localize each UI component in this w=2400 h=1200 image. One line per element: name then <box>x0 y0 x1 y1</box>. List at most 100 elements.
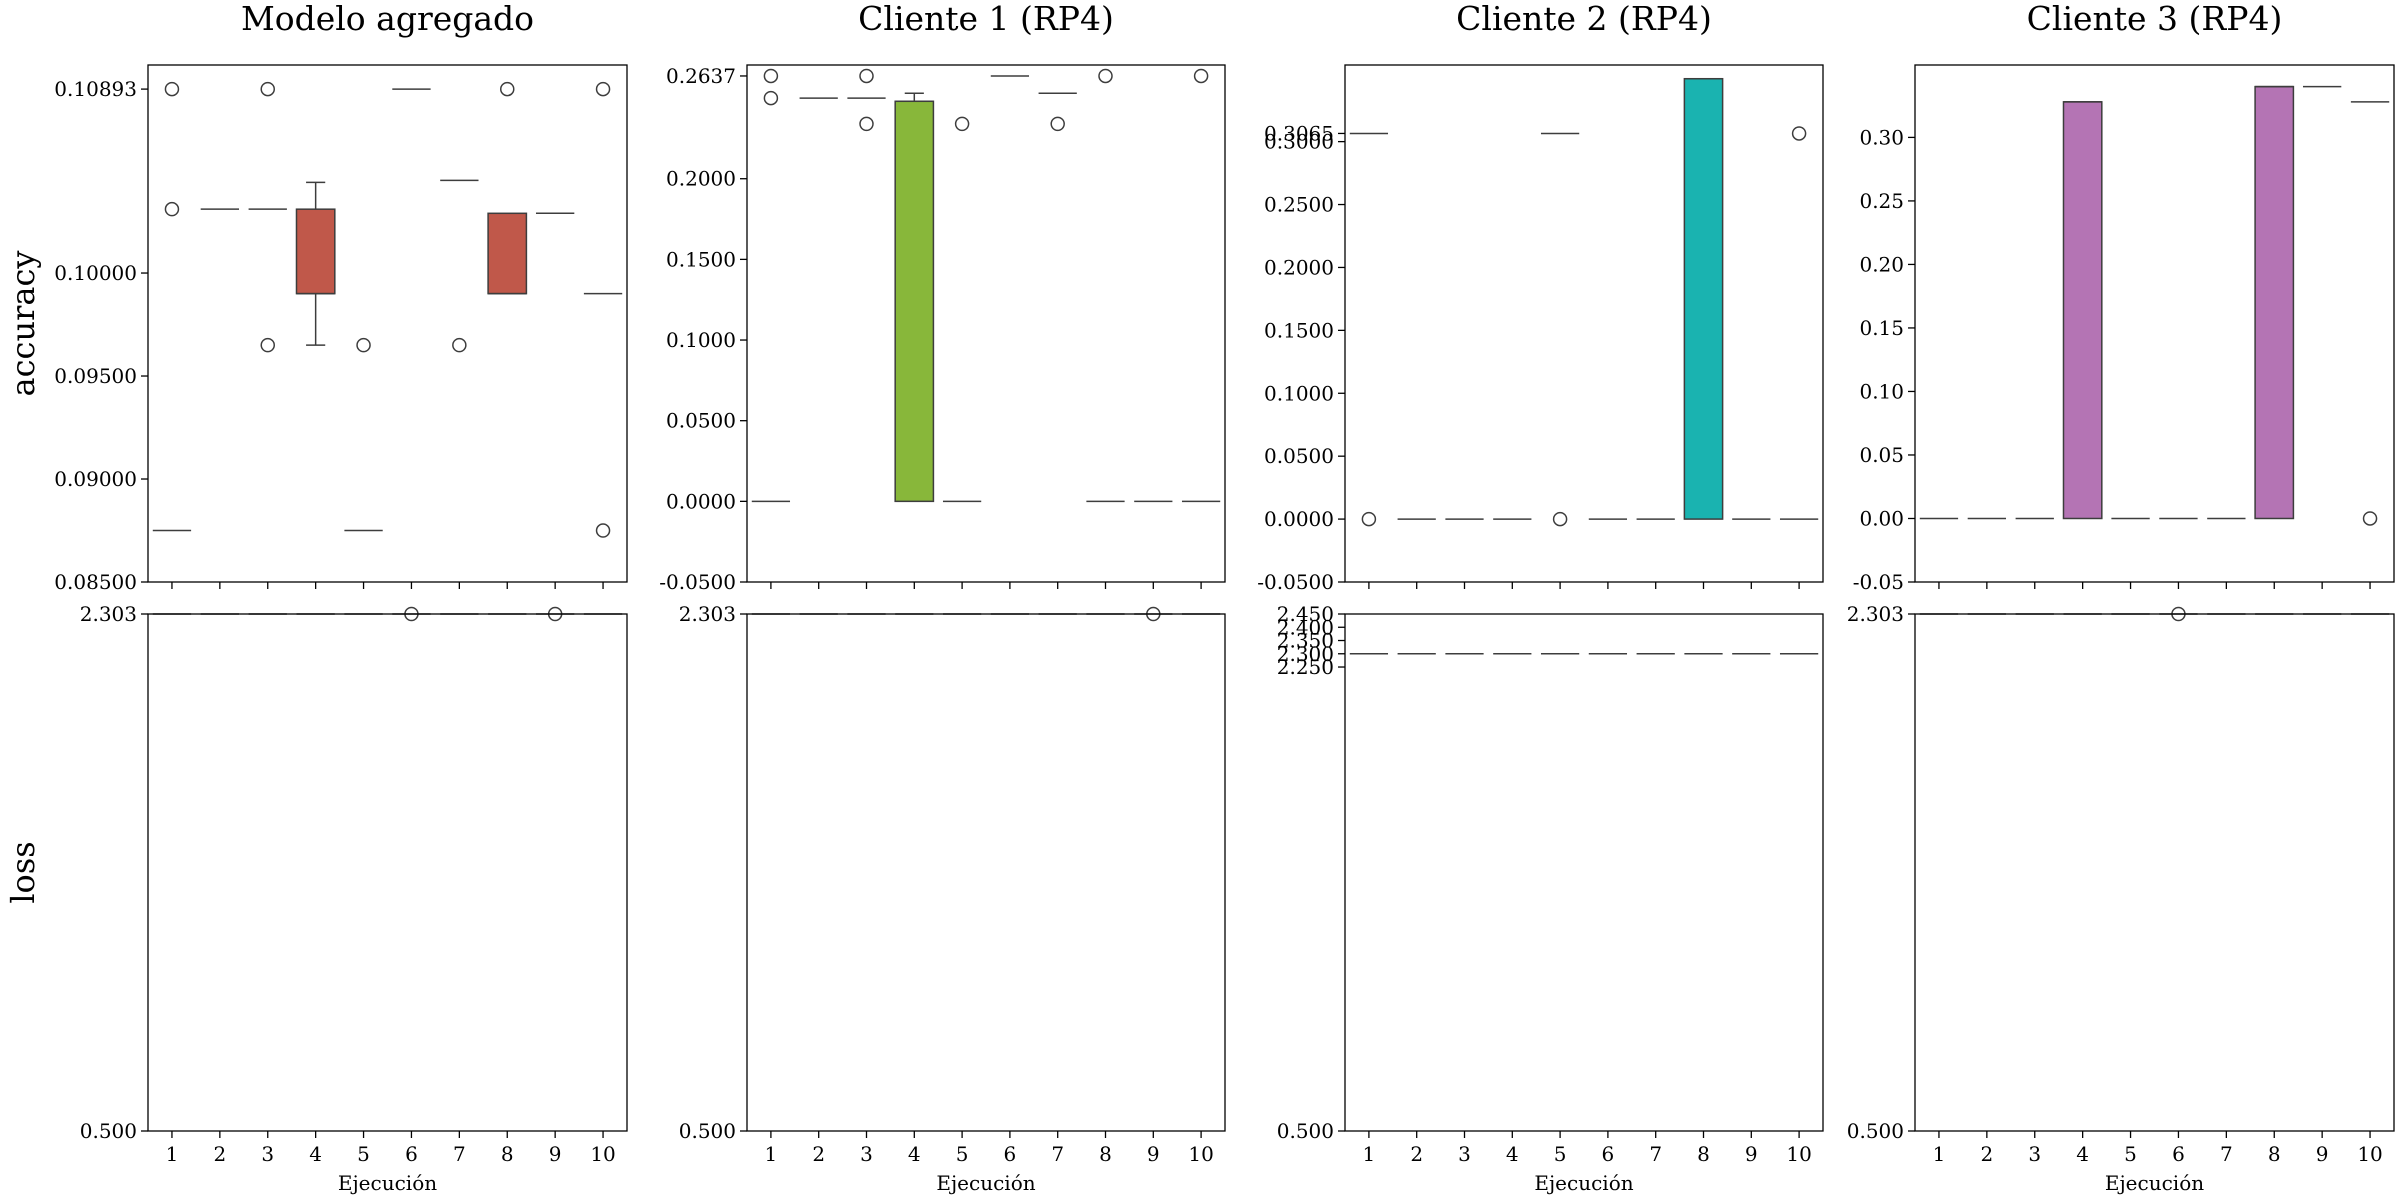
x-axis-label: Ejecución <box>1534 1171 1633 1195</box>
outlier-point <box>356 337 371 353</box>
x-tick-label: 5 <box>2124 1142 2137 1166</box>
box-run-4 <box>2062 101 2103 520</box>
y-tick-label: 0.20 <box>1859 252 1904 276</box>
y-tick-label: 2.250 <box>1277 655 1334 679</box>
x-tick-label: 4 <box>1506 1142 1519 1166</box>
panel-4: Cliente 3 (RP4) -0.05 0.00 0.05 0.10 0.15 0.20… <box>1853 0 2395 594</box>
x-tick-label: 6 <box>1602 1142 1615 1166</box>
x-axis-label: Ejecución <box>2105 1171 2204 1195</box>
outlier-point <box>2362 511 2378 526</box>
y-tick-label: 0.10 <box>1859 379 1904 403</box>
y-tick-label: 0.2000 <box>666 167 736 191</box>
x-tick-label: 3 <box>261 1142 274 1166</box>
y-tick-label: 0.500 <box>1277 1119 1334 1143</box>
panel-1: Modelo agregado accuracy 0.08500 0.09000 0.0… <box>4 0 628 594</box>
panel-5: loss Ejecución 0.500 2.303 1 2 3 4 5 6 7 8 9 10 <box>4 602 628 1195</box>
y-tick-label: 0.1000 <box>1264 381 1334 405</box>
x-tick-label: 7 <box>453 1142 466 1166</box>
y-tick-label: 0.09500 <box>54 364 137 388</box>
outlier-point <box>763 68 779 84</box>
y-tick-label: 2.450 <box>1277 602 1334 626</box>
x-tick-label: 7 <box>1051 1142 1064 1166</box>
y-tick-label: 0.1500 <box>1264 318 1334 342</box>
box-run-4 <box>894 92 935 503</box>
y-tick-label: 0.2000 <box>1264 255 1334 279</box>
x-tick-label: 4 <box>908 1142 921 1166</box>
y-tick-label: 0.1000 <box>666 328 736 352</box>
x-tick-label: 10 <box>590 1142 615 1166</box>
plot-frame <box>746 613 1226 1132</box>
y-tick-label: 0.3065 <box>1264 121 1334 145</box>
panel-2: Cliente 1 (RP4) -0.0500 0.0000 0.0500 0.1000… <box>659 0 1226 594</box>
box-run-8 <box>1683 77 1724 520</box>
x-tick-label: 2 <box>213 1142 226 1166</box>
box-run-10 <box>1181 68 1221 503</box>
x-tick-label: 9 <box>549 1142 562 1166</box>
y-tick-label: 0.05 <box>1859 443 1904 467</box>
x-tick-label: 6 <box>405 1142 418 1166</box>
y-tick-label: 0.500 <box>80 1119 137 1143</box>
y-tick-label: 0.1500 <box>666 247 736 271</box>
x-axis-label: Ejecución <box>338 1171 437 1195</box>
outlier-point <box>1193 68 1209 84</box>
x-tick-label: 6 <box>2172 1142 2185 1166</box>
x-tick-label: 2 <box>1980 1142 1993 1166</box>
x-tick-label: 8 <box>1697 1142 1710 1166</box>
panel-8: Ejecución 0.500 2.303 1 2 3 4 5 6 7 8 9 10 <box>1847 602 2395 1195</box>
outlier-point <box>859 116 874 132</box>
plot-frame <box>1914 64 2395 583</box>
box-body <box>2062 101 2103 520</box>
plot-frame <box>1914 613 2395 1132</box>
x-axis-label: Ejecución <box>936 1171 1035 1195</box>
panel-title: Cliente 2 (RP4) <box>1456 0 1712 38</box>
outlier-point <box>500 81 515 97</box>
x-tick-label: 7 <box>1649 1142 1662 1166</box>
x-tick-label: 4 <box>309 1142 322 1166</box>
box-run-3 <box>847 68 886 132</box>
y-tick-label: 2.303 <box>1847 602 1904 626</box>
x-tick-label: 2 <box>812 1142 825 1166</box>
x-tick-label: 9 <box>1745 1142 1758 1166</box>
box-run-10 <box>2350 101 2390 526</box>
x-tick-label: 1 <box>1933 1142 1946 1166</box>
box-run-10 <box>583 81 623 538</box>
y-tick-label: -0.0500 <box>659 570 736 594</box>
x-tick-label: 9 <box>2316 1142 2329 1166</box>
y-tick-label: 0.09000 <box>54 467 137 491</box>
x-tick-label: 4 <box>2076 1142 2089 1166</box>
panel-title: Cliente 1 (RP4) <box>858 0 1114 38</box>
box-body <box>894 100 935 503</box>
x-tick-label: 3 <box>1458 1142 1471 1166</box>
x-tick-label: 10 <box>2357 1142 2382 1166</box>
box-run-5 <box>1540 132 1580 527</box>
x-tick-label: 5 <box>1554 1142 1567 1166</box>
box-run-10 <box>1779 126 1819 520</box>
plot-frame <box>147 613 628 1132</box>
y-tick-label: 2.400 <box>1277 615 1334 639</box>
box-run-7 <box>440 179 479 353</box>
box-run-3 <box>248 81 287 353</box>
panel-3: Cliente 2 (RP4) -0.0500 0.0000 0.0500 0.1000… <box>1257 0 1824 594</box>
x-tick-label: 10 <box>1188 1142 1213 1166</box>
outlier-point <box>260 337 275 353</box>
y-tick-label: 0.500 <box>679 1119 736 1143</box>
y-tick-label: 0.10000 <box>54 261 137 285</box>
box-run-5 <box>344 337 383 532</box>
box-run-8 <box>487 81 528 295</box>
x-tick-label: 5 <box>956 1142 969 1166</box>
box-body <box>2254 85 2295 520</box>
panel-title: Modelo agregado <box>241 0 534 38</box>
outlier-point <box>859 68 874 84</box>
box-run-5 <box>942 116 982 503</box>
box-body <box>1683 77 1724 520</box>
panel-6: Ejecución 0.500 2.303 1 2 3 4 5 6 7 8 9 10 <box>679 602 1226 1195</box>
outlier-point <box>1791 126 1807 141</box>
x-tick-label: 1 <box>765 1142 778 1166</box>
box-run-7 <box>1038 92 1077 132</box>
outlier-point <box>260 81 275 97</box>
y-tick-label: -0.0500 <box>1257 570 1334 594</box>
box-run-8 <box>2254 85 2295 520</box>
x-tick-label: 5 <box>357 1142 370 1166</box>
